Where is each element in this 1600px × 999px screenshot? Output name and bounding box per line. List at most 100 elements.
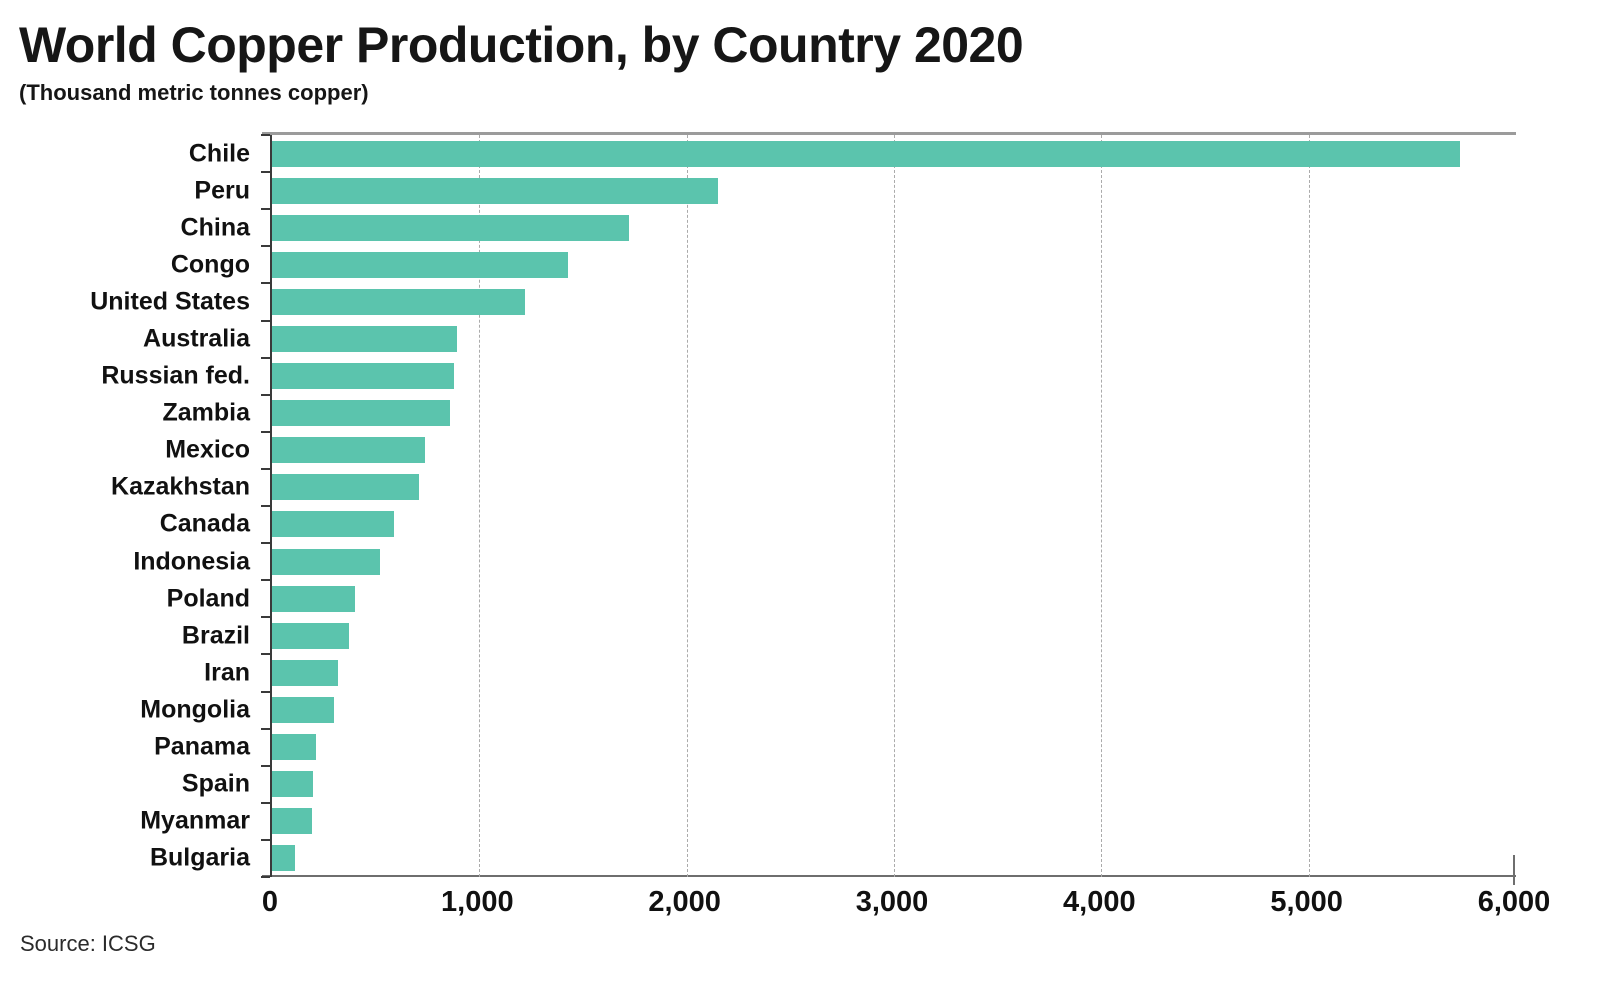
y-axis-tick <box>261 319 270 322</box>
bar-brazil <box>272 622 349 649</box>
y-axis-tick <box>261 690 270 693</box>
country-label: Myanmar <box>140 806 250 835</box>
y-axis-tick <box>261 764 270 767</box>
bar-china <box>272 214 629 241</box>
bar-row: Peru <box>194 172 1516 209</box>
chart-subtitle: (Thousand metric tonnes copper) <box>19 80 369 105</box>
bar-row: Indonesia <box>133 543 1516 580</box>
x-tick-label: 0 <box>261 886 279 918</box>
bar-row: Brazil <box>182 617 1516 654</box>
gridline <box>894 135 895 877</box>
x-tick-label: 6,000 <box>1477 886 1551 918</box>
y-axis-tick <box>261 579 270 582</box>
gridline <box>1101 135 1103 877</box>
bar-iran <box>272 659 339 686</box>
bar-row: Iran <box>204 654 1516 691</box>
x-tick-label: 4,000 <box>1063 886 1136 918</box>
bar-canada <box>272 511 395 538</box>
y-axis-tick <box>261 134 270 136</box>
bar-row: Zambia <box>162 395 1516 432</box>
country-label: Iran <box>204 658 250 687</box>
bar-myanmar <box>272 808 313 835</box>
bar-peru <box>272 177 718 204</box>
country-label: Mongolia <box>140 695 250 724</box>
bar-row: Myanmar <box>140 803 1516 840</box>
bar-row: Mexico <box>165 432 1516 469</box>
bar-rows: Chile Peru China Congo United States Australi… <box>90 135 1516 877</box>
country-label: Bulgaria <box>149 843 250 872</box>
bar-mongolia <box>272 696 335 723</box>
bar-row: China <box>181 209 1516 246</box>
country-label: Mexico <box>165 435 250 464</box>
bar-row: Russian fed. <box>101 358 1516 395</box>
y-axis-tick <box>261 542 270 545</box>
y-axis-tick <box>261 505 270 507</box>
bar-indonesia <box>272 548 380 575</box>
y-axis-tick <box>261 393 270 396</box>
country-label: Kazakhstan <box>111 472 250 501</box>
bar-row: Congo <box>171 246 1516 283</box>
gridline <box>686 135 688 877</box>
source-note: Source: ICSG <box>20 931 156 956</box>
country-label: Brazil <box>181 621 250 650</box>
y-axis-tick <box>261 430 270 433</box>
y-axis-tick <box>261 838 270 841</box>
bar-panama <box>272 734 316 761</box>
bar-poland <box>272 585 355 612</box>
bar-row: Australia <box>143 320 1516 357</box>
bar-row: Poland <box>167 580 1516 617</box>
x-tick-label: 2,000 <box>648 886 721 918</box>
bar-bulgaria <box>272 845 295 872</box>
y-axis-tick <box>261 208 270 211</box>
bar-australia <box>272 326 457 353</box>
gridline <box>479 135 481 877</box>
country-label: Chile <box>188 139 250 168</box>
y-axis-tick <box>261 653 270 656</box>
y-axis-tick <box>261 801 270 804</box>
country-label: Poland <box>166 584 250 613</box>
y-axis-tick <box>261 282 270 285</box>
bar-united-states <box>272 288 525 315</box>
y-axis-tick <box>261 356 270 359</box>
bar-zambia <box>272 400 451 427</box>
chart-header: World Copper Production, by Country 2020… <box>19 17 1024 106</box>
bar-row: Mongolia <box>140 691 1516 728</box>
country-label: Spain <box>181 769 250 798</box>
y-axis-tick <box>261 467 270 470</box>
country-label: United States <box>90 287 250 316</box>
country-label: Zambia <box>162 398 250 427</box>
country-label: Peru <box>194 176 250 205</box>
bar-spain <box>272 771 314 798</box>
bar-row: Kazakhstan <box>111 469 1516 506</box>
bar-row: Spain <box>182 766 1516 803</box>
top-axis-line <box>262 132 1516 135</box>
bar-row: Bulgaria <box>150 840 1516 877</box>
bar-row: Canada <box>160 506 1516 543</box>
y-axis-tick <box>261 245 270 248</box>
country-label: Russian fed. <box>101 361 250 390</box>
bar-chile <box>272 140 1461 167</box>
chart-title: World Copper Production, by Country 2020 <box>19 17 1024 73</box>
bar-row: Chile <box>189 135 1516 172</box>
x-axis-line <box>262 875 1516 877</box>
bar-kazakhstan <box>272 474 420 501</box>
country-label: Australia <box>143 324 250 353</box>
bar-congo <box>272 251 569 278</box>
bar-mexico <box>272 437 426 464</box>
y-axis-tick <box>261 171 270 174</box>
x-tick-label: 3,000 <box>855 886 929 918</box>
country-label: China <box>180 213 250 242</box>
country-label: Canada <box>159 509 250 538</box>
plot-area: Chile Peru China Congo United States Australi… <box>90 134 1516 878</box>
x-axis-end-tick <box>1513 855 1515 885</box>
bar-row: United States <box>90 283 1516 320</box>
bar-row: Panama <box>154 729 1516 766</box>
y-axis-tick <box>261 876 270 878</box>
y-axis-tick <box>261 727 270 730</box>
y-axis-tick <box>261 616 270 619</box>
country-label: Congo <box>170 250 250 279</box>
x-tick-label: 1,000 <box>441 886 514 918</box>
x-tick-label: 5,000 <box>1270 886 1343 918</box>
country-label: Indonesia <box>133 547 250 576</box>
